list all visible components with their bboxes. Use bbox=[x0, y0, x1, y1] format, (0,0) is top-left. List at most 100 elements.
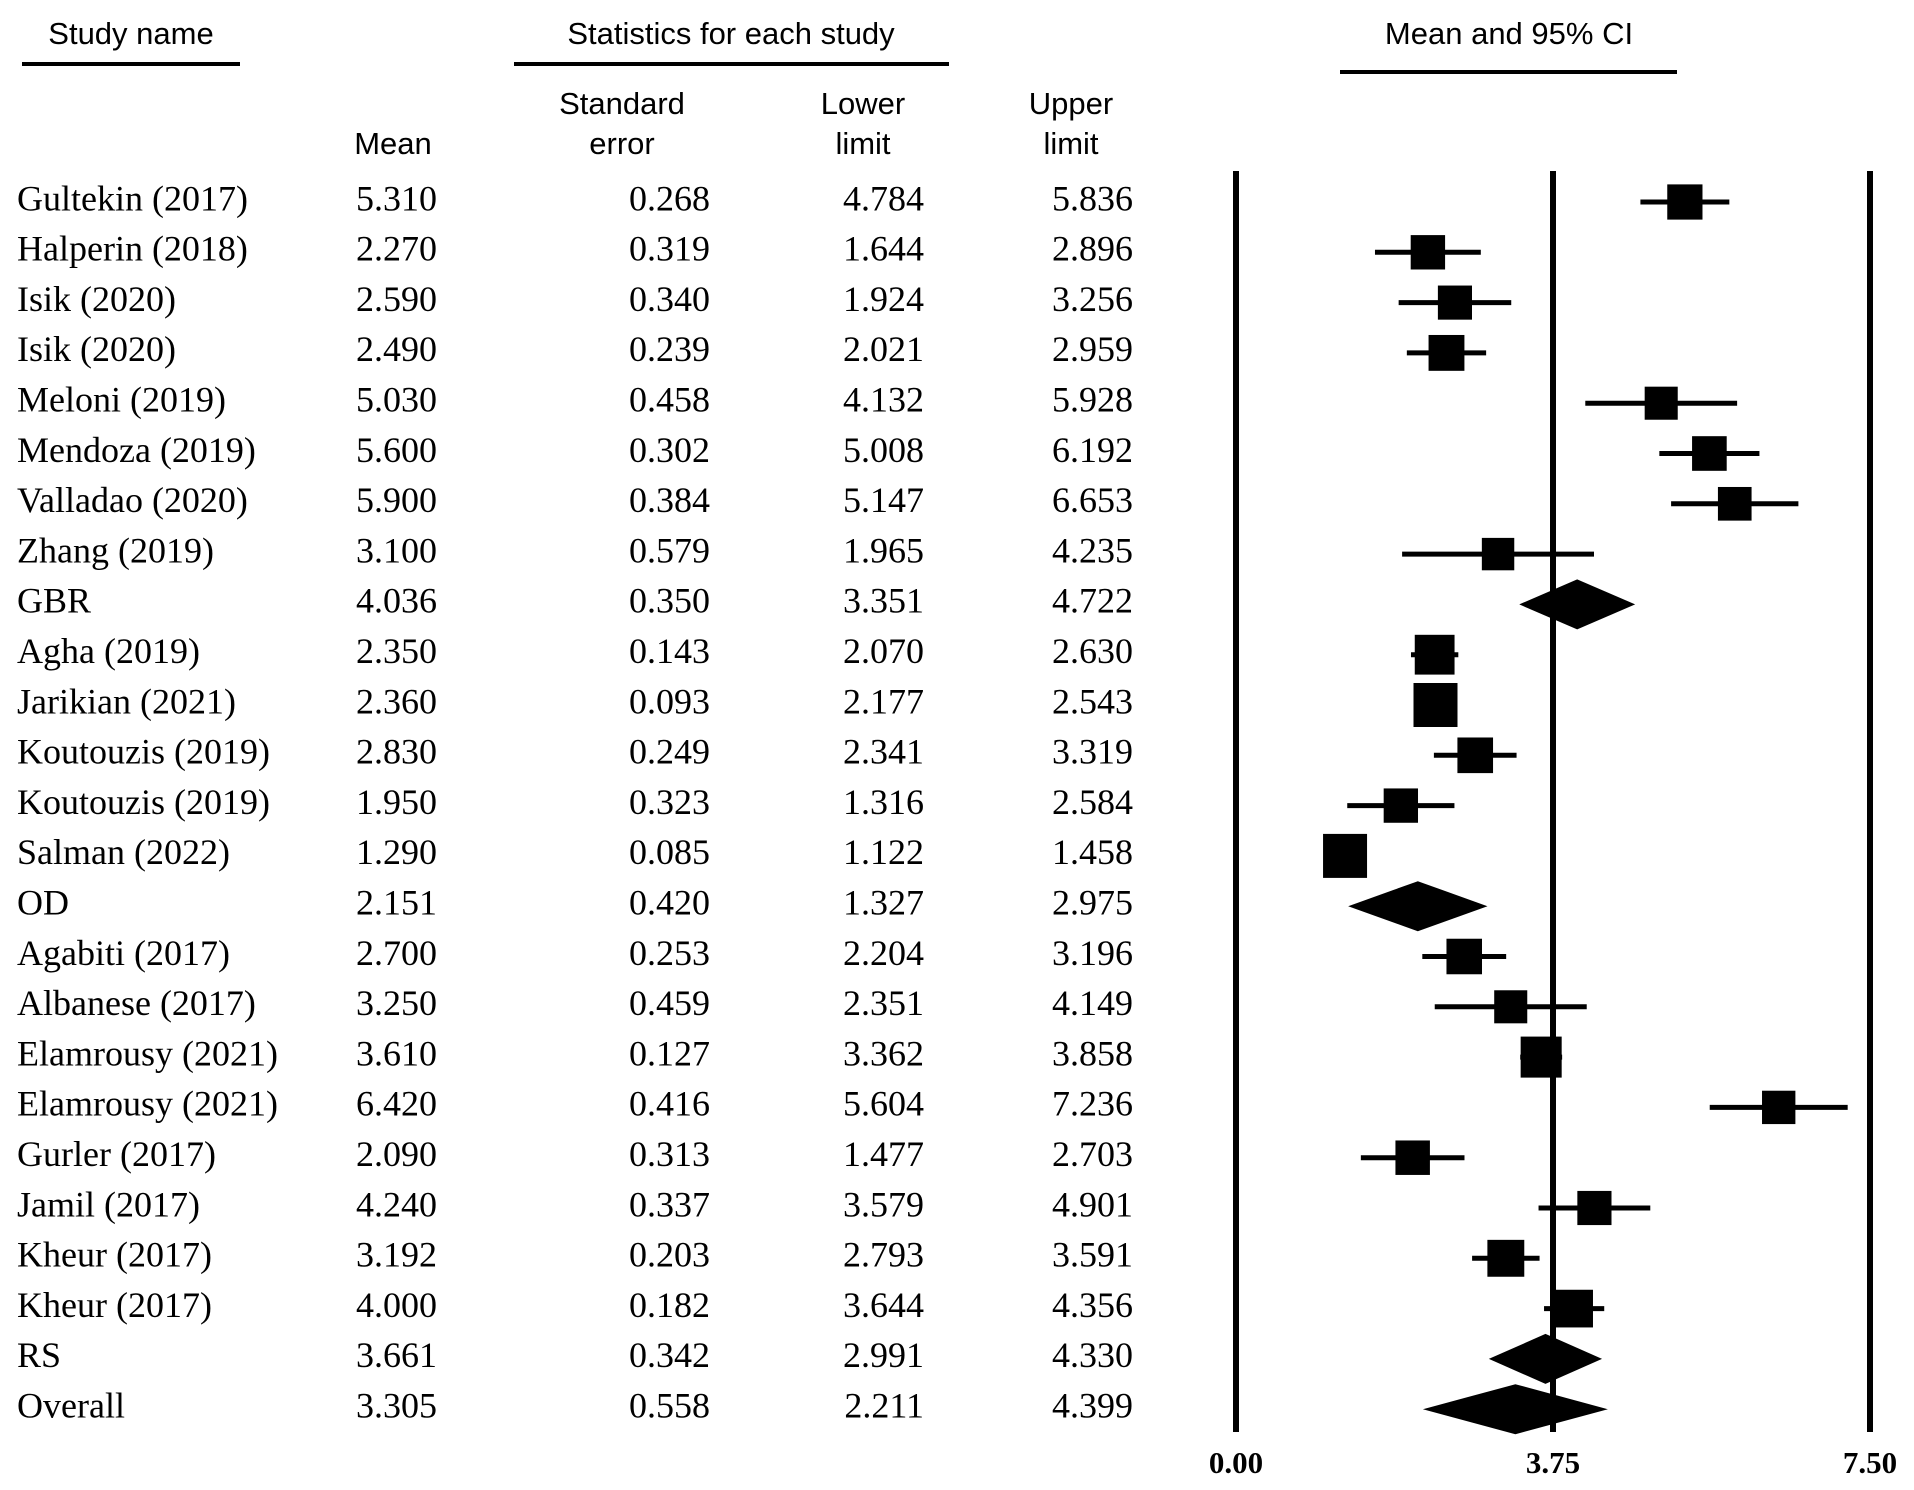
column-header: Mean bbox=[354, 126, 432, 161]
study-square bbox=[1555, 1289, 1593, 1328]
study-name: Koutouzis (2019) bbox=[17, 732, 270, 772]
stat-cell: 4.330 bbox=[1052, 1335, 1133, 1375]
study-name: Meloni (2019) bbox=[17, 379, 226, 419]
stat-cell: 4.722 bbox=[1052, 581, 1133, 621]
stat-cell: 2.793 bbox=[843, 1235, 924, 1275]
stat-cell: 3.256 bbox=[1052, 279, 1133, 319]
stat-cell: 2.211 bbox=[844, 1385, 924, 1425]
study-name: Zhang (2019) bbox=[17, 530, 214, 570]
stat-cell: 2.490 bbox=[356, 329, 437, 369]
stat-cell: 3.250 bbox=[356, 983, 437, 1023]
stat-cell: 0.268 bbox=[629, 178, 710, 218]
stat-cell: 2.991 bbox=[843, 1335, 924, 1375]
stat-cell: 3.196 bbox=[1052, 933, 1133, 973]
study-header: Study name bbox=[48, 16, 214, 51]
study-name: Jamil (2017) bbox=[17, 1184, 200, 1224]
stat-cell: 2.151 bbox=[356, 882, 437, 922]
summary-diamond bbox=[1422, 1384, 1608, 1435]
stat-cell: 3.610 bbox=[356, 1033, 437, 1073]
study-square bbox=[1323, 833, 1368, 878]
summary-diamond bbox=[1519, 579, 1636, 630]
stat-cell: 0.558 bbox=[629, 1385, 710, 1425]
study-square bbox=[1494, 990, 1528, 1024]
stat-cell: 6.653 bbox=[1052, 480, 1133, 520]
stat-cell: 5.604 bbox=[843, 1084, 924, 1124]
stat-cell: 3.661 bbox=[356, 1335, 437, 1375]
stat-cell: 0.342 bbox=[629, 1335, 710, 1375]
stat-cell: 4.356 bbox=[1052, 1285, 1133, 1325]
stat-cell: 2.975 bbox=[1052, 882, 1133, 922]
plot-header: Mean and 95% CI bbox=[1384, 16, 1634, 51]
stat-cell: 2.204 bbox=[843, 933, 924, 973]
study-name: Koutouzis (2019) bbox=[17, 782, 270, 822]
stat-cell: 2.270 bbox=[356, 229, 437, 269]
stat-cell: 3.192 bbox=[356, 1235, 437, 1275]
stat-cell: 0.319 bbox=[629, 229, 710, 269]
stat-cell: 5.928 bbox=[1052, 379, 1133, 419]
study-square bbox=[1717, 486, 1752, 521]
study-square bbox=[1487, 1239, 1525, 1277]
column-header: Standard error bbox=[559, 86, 685, 161]
x-tick-label: 3.75 bbox=[1526, 1445, 1580, 1480]
stat-cell: 3.305 bbox=[356, 1385, 437, 1425]
stat-cell: 0.384 bbox=[629, 480, 710, 520]
stat-cell: 2.351 bbox=[843, 983, 924, 1023]
stat-cell: 5.008 bbox=[843, 430, 924, 470]
stat-cell: 2.360 bbox=[356, 681, 437, 721]
study-square bbox=[1414, 634, 1455, 675]
stat-cell: 0.093 bbox=[629, 681, 710, 721]
x-tick-label: 7.50 bbox=[1843, 1445, 1897, 1480]
stat-cell: 2.703 bbox=[1052, 1134, 1133, 1174]
study-name: Agha (2019) bbox=[17, 631, 200, 671]
stat-cell: 0.420 bbox=[629, 882, 710, 922]
stat-cell: 4.399 bbox=[1052, 1385, 1133, 1425]
study-square bbox=[1446, 938, 1483, 975]
stat-cell: 1.122 bbox=[843, 832, 924, 872]
study-name: Gurler (2017) bbox=[17, 1134, 216, 1174]
stat-cell: 5.600 bbox=[356, 430, 437, 470]
stat-cell: 2.700 bbox=[356, 933, 437, 973]
study-name: Valladao (2020) bbox=[17, 480, 248, 520]
stat-cell: 0.459 bbox=[629, 983, 710, 1023]
column-header: Upper limit bbox=[1028, 86, 1114, 161]
stat-cell: 2.021 bbox=[843, 329, 924, 369]
study-name: Overall bbox=[17, 1385, 125, 1425]
stat-cell: 2.896 bbox=[1052, 229, 1133, 269]
stat-cell: 0.249 bbox=[629, 732, 710, 772]
stat-cell: 0.203 bbox=[629, 1235, 710, 1275]
study-name: Jarikian (2021) bbox=[17, 681, 236, 721]
stat-cell: 4.901 bbox=[1052, 1184, 1133, 1224]
study-square bbox=[1457, 737, 1494, 774]
stat-cell: 1.924 bbox=[843, 279, 924, 319]
stat-cell: 2.630 bbox=[1052, 631, 1133, 671]
study-square bbox=[1428, 334, 1465, 371]
stat-cell: 6.420 bbox=[356, 1084, 437, 1124]
study-name: GBR bbox=[17, 581, 91, 621]
stat-cell: 0.323 bbox=[629, 782, 710, 822]
stat-cell: 3.362 bbox=[843, 1033, 924, 1073]
stat-cell: 0.143 bbox=[629, 631, 710, 671]
stat-cell: 5.836 bbox=[1052, 178, 1133, 218]
stat-cell: 5.147 bbox=[843, 480, 924, 520]
stat-cell: 4.784 bbox=[843, 178, 924, 218]
stat-cell: 4.132 bbox=[843, 379, 924, 419]
study-name: Kheur (2017) bbox=[17, 1235, 212, 1275]
study-name: Albanese (2017) bbox=[17, 983, 256, 1023]
column-header: Lower limit bbox=[820, 86, 906, 161]
stat-cell: 4.149 bbox=[1052, 983, 1133, 1023]
study-name: Gultekin (2017) bbox=[17, 178, 248, 218]
stat-cell: 0.127 bbox=[629, 1033, 710, 1073]
stat-cell: 3.644 bbox=[843, 1285, 924, 1325]
stat-cell: 0.253 bbox=[629, 933, 710, 973]
stat-cell: 0.085 bbox=[629, 832, 710, 872]
stat-cell: 5.310 bbox=[356, 178, 437, 218]
stat-cell: 2.090 bbox=[356, 1134, 437, 1174]
stat-cell: 2.350 bbox=[356, 631, 437, 671]
study-name: Elamrousy (2021) bbox=[17, 1084, 278, 1124]
study-name: OD bbox=[17, 882, 69, 922]
stat-cell: 7.236 bbox=[1052, 1084, 1133, 1124]
stat-cell: 2.830 bbox=[356, 732, 437, 772]
stat-cell: 2.590 bbox=[356, 279, 437, 319]
stat-cell: 4.000 bbox=[356, 1285, 437, 1325]
